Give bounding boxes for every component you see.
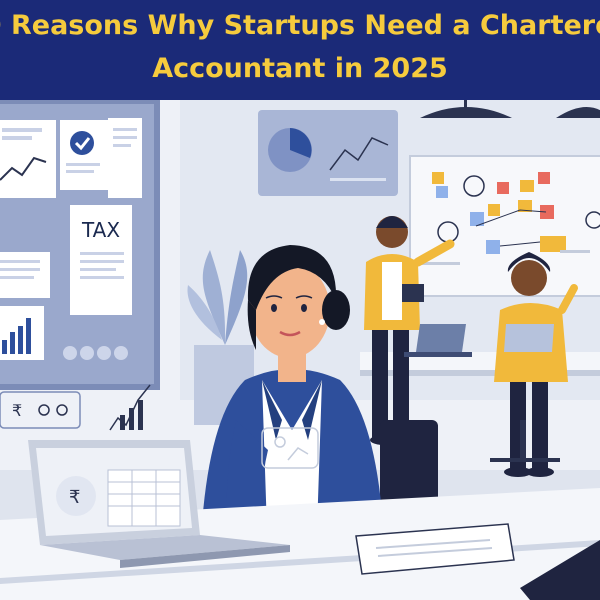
ceiling-lamp [420, 100, 512, 118]
document-screen: TAX [0, 100, 160, 390]
desk-corner [520, 540, 600, 600]
office-chair [490, 420, 560, 462]
seated-woman [494, 252, 578, 477]
ceiling-lamp [556, 107, 600, 118]
back-laptop [404, 324, 472, 357]
tax-label: TAX [81, 218, 120, 242]
title-line-2: Accountant in 2025 [152, 53, 448, 84]
laptop-rupee-icon: ₹ [69, 487, 80, 508]
analytics-overlay-icon [261, 427, 319, 469]
finance-icon-strip: ₹ [0, 384, 151, 431]
title-line-1: 10 Reasons Why Startups Need a Chartered [0, 10, 600, 41]
rupee-icon: ₹ [12, 401, 22, 420]
desk-papers [355, 523, 515, 575]
office-illustration: TAX ₹ [0, 100, 600, 600]
title-banner: 10 Reasons Why Startups Need a Chartered… [0, 0, 600, 100]
front-laptop: ₹ [28, 440, 290, 568]
whiteboard [409, 155, 600, 297]
wall-chart-panel [258, 110, 398, 196]
